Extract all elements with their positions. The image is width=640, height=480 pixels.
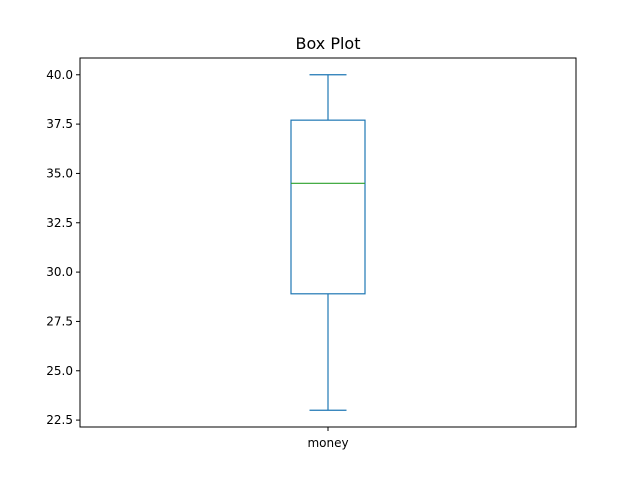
x-axis: money [307,427,349,450]
y-tick-label: 30.0 [46,265,73,279]
y-tick-label: 40.0 [46,68,73,82]
interquartile-box [290,119,366,295]
y-tick-label: 35.0 [46,166,73,180]
chart-title: Box Plot [296,34,361,53]
y-tick-label: 22.5 [46,413,73,427]
plot-area [290,74,366,411]
x-tick-label: money [307,436,348,450]
y-tick-label: 25.0 [46,364,73,378]
y-tick-label: 27.5 [46,314,73,328]
box-group-money [290,74,366,411]
y-tick-label: 37.5 [46,117,73,131]
y-tick-label: 32.5 [46,216,73,230]
y-axis: 22.5 25.0 27.5 30.0 32.5 35.0 37.5 40.0 [46,68,80,427]
